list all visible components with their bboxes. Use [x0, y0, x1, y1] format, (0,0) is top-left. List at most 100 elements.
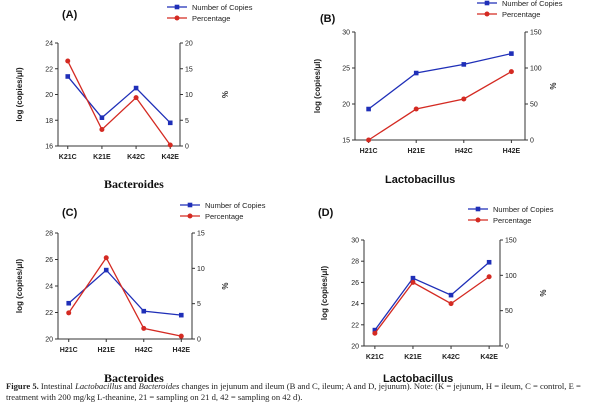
copies-data-point — [413, 70, 419, 76]
legend: Number of Copies Percentage — [180, 201, 266, 221]
copies-data-point — [178, 312, 184, 318]
percentage-data-point — [410, 279, 416, 285]
caption-genus-2: Bacteroides — [138, 381, 180, 391]
y2-tick-label: 150 — [530, 30, 542, 37]
copies-series-line — [368, 52, 512, 110]
x-tick-label: K42E — [161, 154, 179, 161]
chart-panel-3: 20 22 24 26 28 0 5 10 15 H21C H21E H42C H42E log (cop… — [15, 201, 266, 385]
percentage-data-point — [372, 330, 378, 336]
copies-data-point — [65, 74, 71, 79]
x-tick-label: H21E — [407, 148, 425, 155]
x-tick-label: H42E — [503, 148, 521, 155]
x-tick-label: H42E — [173, 347, 191, 354]
y2-tick-label: 15 — [185, 66, 193, 73]
caption-genus-1: Lactobacillus — [75, 381, 122, 391]
y-tick-label: 28 — [351, 259, 359, 266]
legend-percentage-marker — [475, 217, 481, 223]
y2-tick-label: 5 — [185, 118, 189, 125]
chart-panel-4: 20 22 24 26 28 30 0 50 100 150 K21C K21E K42C K42E log… — [318, 205, 554, 385]
x-tick-label: K42E — [480, 354, 498, 361]
percentage-series-line — [368, 71, 512, 141]
y2-tick-label: 50 — [530, 102, 538, 109]
percentage-data-point — [461, 96, 467, 102]
copies-series-line — [67, 76, 171, 124]
copies-data-point — [372, 327, 378, 333]
panel-subtitle: Bacteroides — [104, 177, 164, 191]
x-tick-label: H42C — [455, 148, 473, 155]
copies-data-point — [448, 292, 454, 298]
y2-tick-label: 0 — [530, 138, 534, 145]
x-tick-label: H21E — [97, 347, 115, 354]
y2-tick-label: 10 — [197, 266, 205, 273]
y-tick-label: 26 — [351, 280, 359, 287]
y-tick-label: 28 — [45, 231, 53, 238]
y-tick-label: 16 — [45, 144, 53, 151]
percentage-data-point — [178, 333, 184, 339]
y-tick-label: 20 — [45, 92, 53, 99]
y-tick-label: 18 — [45, 118, 53, 125]
x-tick-label: K42C — [127, 154, 145, 161]
y2-tick-label: 20 — [185, 41, 193, 48]
percentage-data-point — [65, 58, 71, 64]
y-tick-label: 24 — [45, 41, 53, 48]
panel-label: (B) — [320, 13, 336, 25]
copies-data-point — [133, 85, 139, 91]
y2-tick-label: 50 — [505, 308, 513, 315]
percentage-data-point — [99, 127, 105, 133]
y-axis-label: log (copies/μl) — [320, 266, 329, 321]
copies-series-line — [374, 261, 490, 331]
copies-series-line — [68, 269, 182, 316]
chart-panel-2: 15 20 25 30 0 50 100 150 H21C H21E H42C H42E log (co… — [313, 0, 563, 186]
legend-percentage-label: Percentage — [502, 10, 540, 19]
panel-subtitle: Lactobacillus — [385, 174, 455, 186]
copies-data-point — [410, 275, 416, 281]
percentage-series-line — [374, 276, 490, 334]
y-tick-label: 26 — [45, 257, 53, 264]
legend-copies-marker — [475, 206, 481, 212]
y2-axis-label: % — [220, 282, 229, 289]
legend: Number of Copies Percentage — [477, 0, 563, 19]
panel-label: (C) — [62, 207, 78, 219]
legend-copies-label: Number of Copies — [205, 201, 266, 210]
y2-axis-label: % — [538, 289, 547, 296]
percentage-data-point — [141, 325, 147, 331]
figure-caption: Figure 5. Intestinal Lactobacillus and B… — [6, 381, 596, 402]
y-tick-label: 15 — [342, 138, 350, 145]
x-tick-label: H42C — [135, 347, 153, 354]
y-tick-label: 22 — [45, 66, 53, 73]
y2-axis-label: % — [220, 91, 229, 98]
y-tick-label: 24 — [351, 301, 359, 308]
copies-data-point — [509, 51, 514, 56]
legend-copies-marker — [174, 4, 180, 10]
y-tick-label: 20 — [342, 102, 350, 109]
x-tick-label: K42C — [442, 354, 460, 361]
legend-percentage-label: Percentage — [205, 212, 243, 221]
panel-subtitle: Lactobacillus — [383, 373, 453, 385]
legend-percentage-label: Percentage — [493, 216, 531, 225]
y2-tick-label: 0 — [197, 337, 201, 344]
y-axis-label: log (copies/μl) — [313, 59, 322, 114]
caption-text-3: changes in jejunum and ileum (B and C, i… — [6, 381, 581, 402]
y-tick-label: 20 — [45, 337, 53, 344]
x-tick-label: H21C — [60, 347, 78, 354]
caption-label: Figure 5. — [6, 381, 39, 391]
legend: Number of Copies Percentage — [167, 3, 253, 23]
y-axis-label: log (copies/μl) — [15, 259, 24, 314]
y-tick-label: 25 — [342, 66, 350, 73]
y2-tick-label: 150 — [505, 238, 517, 245]
percentage-data-point — [66, 310, 72, 316]
percentage-data-point — [413, 106, 419, 112]
caption-text-1: Intestinal — [38, 381, 76, 391]
y-tick-label: 30 — [351, 238, 359, 245]
y2-tick-label: 5 — [197, 301, 201, 308]
y2-axis-label: % — [548, 82, 557, 89]
panel-label: (A) — [62, 9, 78, 21]
y-axis-label: log (copies/μl) — [15, 67, 24, 122]
percentage-data-point — [133, 95, 139, 101]
copies-data-point — [486, 259, 492, 265]
y-tick-label: 24 — [45, 284, 53, 291]
copies-data-point — [99, 115, 105, 120]
panel-label: (D) — [318, 207, 334, 219]
x-tick-label: K21E — [93, 154, 111, 161]
copies-data-point — [103, 267, 109, 273]
